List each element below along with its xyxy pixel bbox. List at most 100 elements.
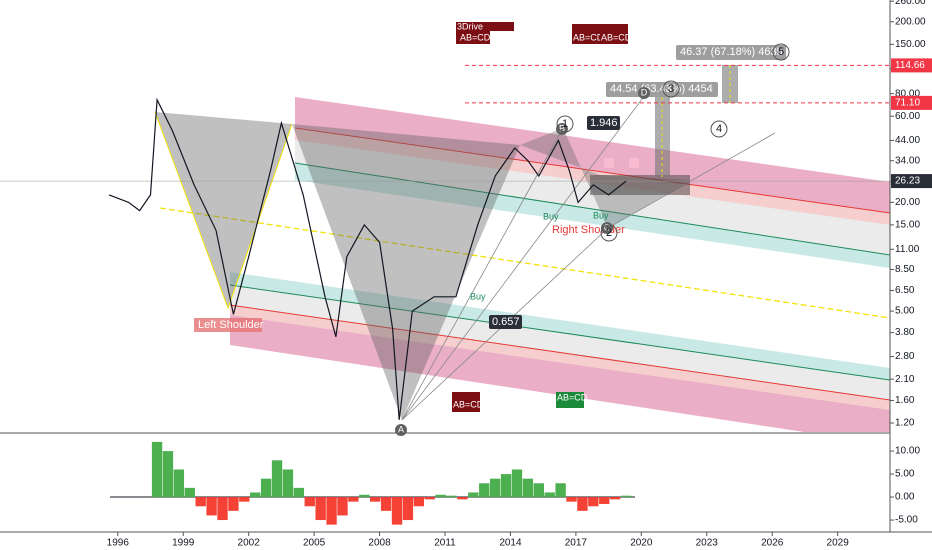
y-tick-label: 80.00 — [895, 88, 920, 99]
histogram-bar — [577, 497, 588, 511]
y-tick-label: 3.80 — [895, 327, 915, 338]
histogram-bar — [359, 494, 370, 498]
marker — [604, 158, 614, 168]
histogram-bar — [162, 451, 174, 498]
drawings — [154, 65, 890, 432]
y-tick-label: 150.00 — [895, 39, 926, 50]
channel-band — [230, 315, 890, 432]
histogram-bar — [609, 497, 621, 500]
pattern-triangle — [292, 124, 520, 420]
level-label: 71.10 — [895, 98, 920, 109]
wave-marker — [772, 43, 790, 61]
annotation: 2 — [606, 227, 612, 239]
histogram-bar — [315, 497, 326, 521]
annotation: Left Shoulder — [198, 319, 264, 331]
trend-line — [159, 207, 890, 319]
level-tag — [891, 58, 932, 73]
wave-marker — [556, 115, 574, 133]
channel-line — [229, 304, 890, 401]
x-tick-label: 1996 — [107, 538, 130, 549]
annotation: AB=CD — [557, 392, 588, 402]
wave-marker — [600, 224, 618, 242]
marker — [629, 158, 639, 168]
x-tick-label: 2017 — [565, 538, 588, 549]
annotations: Left Shoulder Right Shoulder 0.657 1.946… — [194, 21, 790, 436]
fan-line — [401, 127, 564, 421]
last-price-label: 26.23 — [895, 176, 920, 187]
wave-marker — [662, 80, 680, 98]
annotation: AB=CD — [453, 399, 484, 409]
label-box — [456, 22, 514, 31]
y-tick-label: 10.00 — [895, 446, 920, 457]
annotation: A — [398, 424, 404, 434]
histogram-bar — [370, 497, 381, 502]
y-tick-label: 60.00 — [895, 111, 920, 122]
histogram-bar — [479, 483, 490, 498]
histogram-bar — [489, 478, 501, 498]
histogram-bar — [522, 478, 534, 498]
histogram-bar — [293, 487, 305, 498]
fan-line — [401, 94, 646, 421]
histogram-bar — [228, 497, 239, 511]
channel-band — [295, 163, 890, 268]
histogram-bar — [588, 497, 599, 507]
x-tick-label: 2011 — [434, 538, 456, 549]
annotation: 5 — [778, 46, 784, 58]
histogram-bar — [239, 497, 250, 502]
y-tick-label: 6.50 — [895, 285, 915, 296]
channel-line — [294, 127, 890, 214]
annotation: 0.657 — [492, 316, 520, 328]
histogram-bar — [271, 460, 283, 498]
y-tick-label: 1.20 — [895, 418, 915, 429]
histogram-bar — [173, 469, 185, 498]
label-box — [572, 24, 600, 44]
wave-marker — [710, 120, 728, 138]
channel-band — [295, 140, 890, 255]
histogram-bar — [446, 495, 457, 498]
channel-line — [294, 162, 890, 256]
y-tick-label: 0.00 — [895, 492, 915, 503]
histogram-bar — [260, 478, 272, 498]
channel-band — [230, 272, 890, 380]
y-tick-label: 8.50 — [895, 264, 915, 275]
annotation: C — [604, 222, 611, 232]
histogram-bar — [217, 497, 228, 521]
label-box — [600, 24, 628, 44]
annotation: 44.54 (63.43%) 4454 — [610, 83, 713, 95]
x-tick-label: 2023 — [696, 538, 719, 549]
histogram-bar — [533, 483, 544, 498]
annotation: Right Shoulder — [552, 224, 625, 236]
histogram-bar — [304, 497, 315, 507]
histogram-bar — [348, 497, 359, 502]
x-tick-label: 2014 — [499, 538, 522, 549]
histogram-bar — [402, 497, 414, 521]
histogram-bar — [435, 494, 446, 498]
label-box — [452, 392, 480, 412]
annotation: D — [641, 87, 648, 97]
label-box — [489, 315, 522, 329]
point-marker — [638, 87, 650, 99]
y-tick-label: 44.00 — [895, 135, 920, 146]
label-box — [456, 30, 490, 44]
x-tick-label: 2002 — [238, 538, 261, 549]
histogram-bar — [250, 492, 261, 498]
level-label: 114.66 — [895, 60, 925, 71]
histogram-bar — [206, 497, 217, 516]
projection-box — [655, 97, 670, 177]
y-tick-label: 1.60 — [895, 395, 915, 406]
level-tag — [891, 95, 932, 110]
y-tick-label: 260.00 — [895, 0, 926, 7]
annotation: AB=CD — [601, 32, 632, 42]
annotation: Buy — [470, 291, 486, 301]
y-tick-label: 2.10 — [895, 374, 915, 385]
histogram-bar — [555, 483, 566, 498]
y-tick-label: 5.00 — [895, 469, 915, 480]
pattern-line — [154, 111, 293, 310]
annotation: AB=CD — [573, 32, 604, 42]
histogram-bar — [620, 495, 632, 498]
histogram-bar — [184, 487, 195, 498]
annotation: 1 — [562, 118, 568, 130]
annotation: Buy — [543, 211, 559, 221]
histogram-bar — [337, 497, 348, 516]
